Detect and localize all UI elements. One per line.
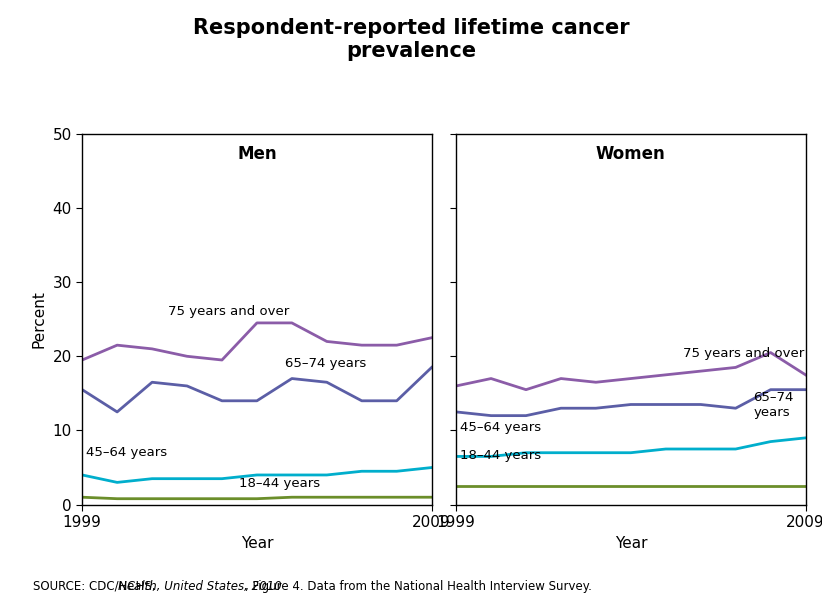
Text: 75 years and over: 75 years and over <box>169 305 289 318</box>
Text: 65–74 years: 65–74 years <box>285 357 366 370</box>
X-axis label: Year: Year <box>241 536 273 551</box>
Y-axis label: Percent: Percent <box>32 290 47 348</box>
X-axis label: Year: Year <box>615 536 647 551</box>
Text: Men: Men <box>237 145 277 163</box>
Text: 45–64 years: 45–64 years <box>85 446 167 458</box>
Text: Women: Women <box>596 145 666 163</box>
Text: 65–74
years: 65–74 years <box>753 390 793 418</box>
Text: 18–44 years: 18–44 years <box>239 477 321 490</box>
Text: SOURCE: CDC/NCHS,: SOURCE: CDC/NCHS, <box>33 579 159 593</box>
Text: 75 years and over: 75 years and over <box>683 347 805 360</box>
Text: , Figure 4. Data from the National Health Interview Survey.: , Figure 4. Data from the National Healt… <box>244 579 591 593</box>
Text: 18–44 years: 18–44 years <box>459 449 541 461</box>
Text: 45–64 years: 45–64 years <box>459 421 541 434</box>
Text: Health, United States, 2010: Health, United States, 2010 <box>118 579 281 593</box>
Text: Respondent-reported lifetime cancer
prevalence: Respondent-reported lifetime cancer prev… <box>192 18 630 61</box>
